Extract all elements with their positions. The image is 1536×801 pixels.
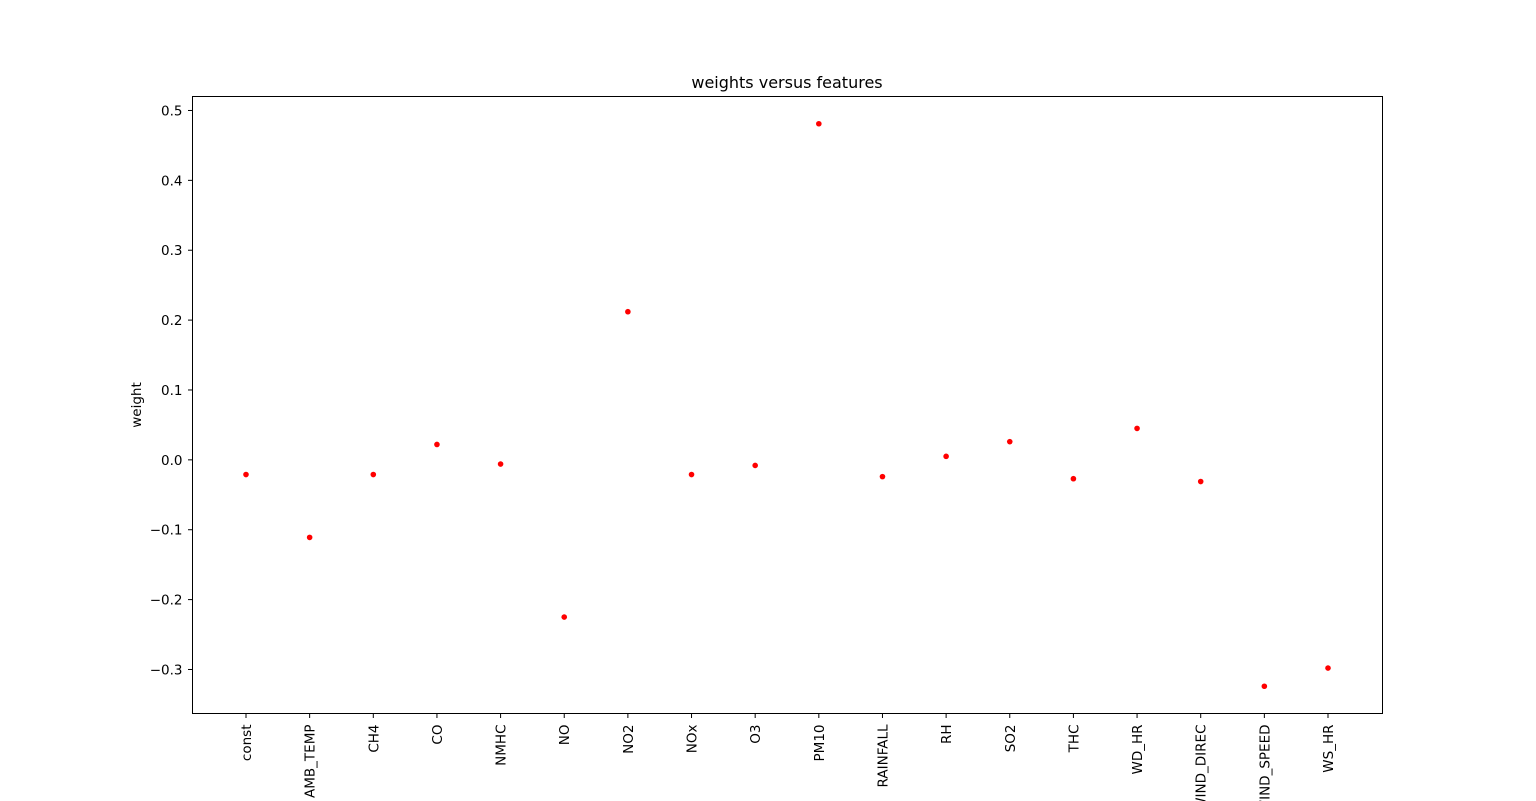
data-point: [561, 614, 568, 620]
chart-title: weights versus features: [691, 73, 882, 92]
plot-frame: [192, 96, 1383, 714]
x-tick-label: RAINFALL: [875, 724, 891, 787]
data-point: [752, 462, 758, 469]
y-tick-label: 0.5: [161, 103, 182, 119]
y-tick-label: −0.1: [150, 523, 183, 539]
y-tick-label: 0.2: [161, 313, 182, 329]
x-tick-label: NO2: [621, 725, 637, 754]
data-point: [943, 453, 949, 460]
x-tick-label: NO: [557, 725, 573, 746]
x-tick-label: AMB_TEMP: [303, 725, 319, 798]
x-tick-label: PM10: [812, 725, 828, 762]
y-tick-label: 0.0: [161, 453, 182, 469]
data-point: [1197, 478, 1204, 485]
y-tick-label: −0.3: [150, 662, 183, 678]
data-point: [816, 120, 822, 127]
x-axis: const AMB_TEMP CH4 CO NMHC NO NO2 NOx O3 PM10 RAIN…: [239, 713, 1337, 801]
x-tick-label: CH4: [366, 725, 382, 753]
x-tick-label: NMHC: [494, 725, 510, 766]
y-axis: −0.3 −0.2 −0.1 0.0 0.1 0.2 0.3 0.4 0.5: [150, 103, 193, 678]
x-tick-label: const: [239, 725, 255, 762]
y-tick-label: 0.4: [161, 173, 182, 189]
y-tick-label: −0.2: [150, 593, 183, 609]
data-point: [1070, 475, 1077, 482]
x-tick-label: SO2: [1003, 725, 1019, 753]
y-axis-label: weight: [129, 382, 145, 428]
data-point: [625, 308, 631, 315]
data-point: [306, 534, 313, 541]
data-point: [688, 471, 695, 478]
data-point: [1325, 665, 1331, 671]
data-point: [434, 441, 440, 448]
data-point: [243, 471, 249, 478]
data-point: [1006, 438, 1013, 445]
x-tick-label: O3: [748, 725, 764, 744]
x-tick-label: WIND_SPEED: [1257, 725, 1273, 801]
data-points: [243, 120, 1331, 690]
y-tick-label: 0.3: [161, 243, 182, 259]
y-tick-label: 0.1: [161, 383, 182, 399]
x-tick-label: WIND_DIREC: [1194, 725, 1210, 801]
x-tick-label: WS_HR: [1321, 725, 1337, 773]
x-tick-label: CO: [430, 725, 446, 745]
data-point: [497, 461, 504, 467]
data-point: [1134, 425, 1140, 432]
x-tick-label: THC: [1066, 725, 1082, 754]
x-tick-label: RH: [939, 725, 955, 745]
data-point: [370, 471, 377, 478]
x-tick-label: NOx: [685, 724, 701, 753]
x-tick-label: WD_HR: [1130, 725, 1146, 775]
data-point: [1261, 683, 1268, 690]
data-point: [879, 473, 886, 480]
